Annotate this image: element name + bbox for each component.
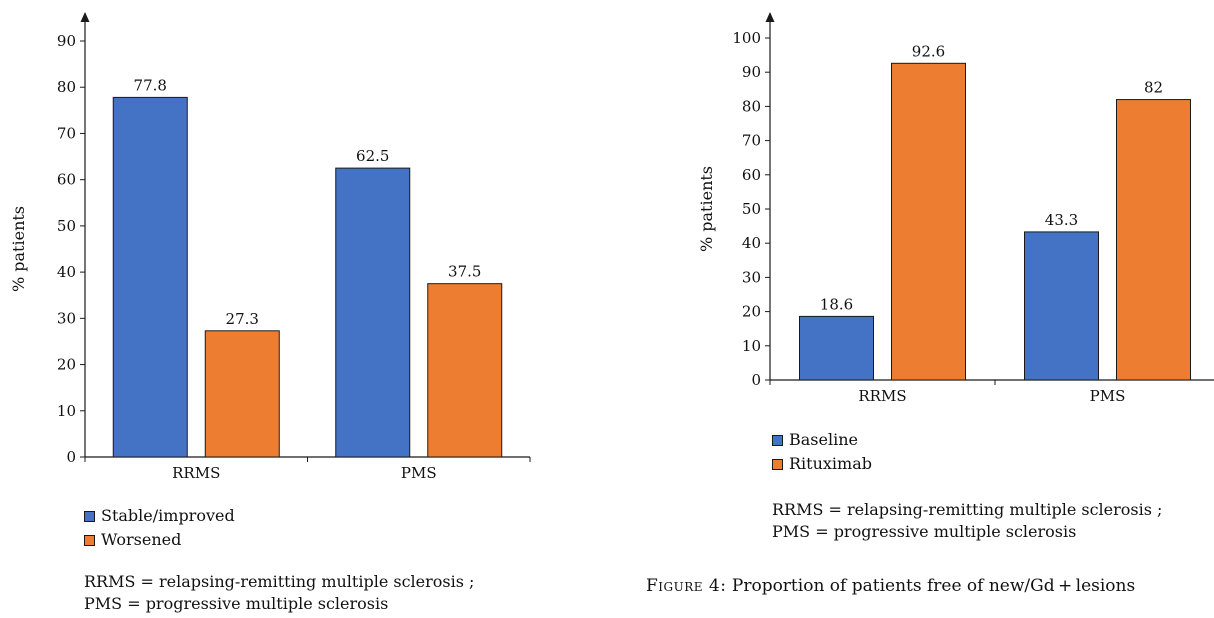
footnote-line: RRMS = relapsing-remitting multiple scle… — [772, 500, 1163, 519]
legend-swatch-orange — [84, 534, 95, 546]
y-tick-label: 10 — [742, 337, 761, 355]
data-label: 77.8 — [134, 76, 167, 94]
y-tick-label: 40 — [742, 234, 761, 252]
data-label: 82 — [1144, 79, 1163, 97]
data-label: 43.3 — [1045, 211, 1078, 229]
y-tick-label: 60 — [742, 166, 761, 184]
y-tick-label: 50 — [742, 200, 761, 218]
bar — [799, 315, 874, 381]
footnote-right: RRMS = relapsing-remitting multiple scle… — [772, 499, 1162, 543]
legend-right: Baseline Rituximab — [772, 428, 872, 476]
data-label: 18.6 — [820, 295, 853, 313]
y-tick-label: 10 — [57, 402, 76, 420]
figure-caption: Figure 4: Proportion of patients free of… — [646, 576, 1135, 596]
y-tick-label: 0 — [66, 448, 76, 466]
data-label: 37.5 — [448, 263, 481, 281]
y-tick-label: 80 — [57, 78, 76, 96]
bar-chart-left: 0 10 20 30 40 50 60 70 80 90 % patients RRMS 77.8 27.… — [9, 12, 531, 482]
y-axis-arrow — [80, 12, 90, 22]
y-tick-label: 20 — [57, 356, 76, 374]
legend-item-worsened: Worsened — [84, 528, 235, 552]
y-tick-label: 100 — [732, 29, 761, 47]
y-axis-arrow — [765, 12, 775, 22]
y-tick-label: 90 — [742, 63, 761, 81]
x-tick-label: RRMS — [172, 464, 220, 480]
legend-swatch-blue — [84, 510, 95, 522]
chart-panel-right: 0 10 20 30 40 50 60 70 80 90 100 % patients RRMS 18.6… — [646, 0, 1214, 618]
legend-item-stable: Stable/improved — [84, 504, 235, 528]
legend-item-rituximab: Rituximab — [772, 452, 872, 476]
caption-text: Proportion of patients free of new/Gd + … — [731, 576, 1136, 596]
legend-left: Stable/improved Worsened — [84, 504, 235, 552]
data-label: 92.6 — [912, 42, 945, 60]
x-tick-label: PMS — [401, 464, 437, 480]
y-tick-label: 50 — [57, 217, 76, 235]
data-label: 27.3 — [226, 310, 259, 328]
chart-panel-left: 0 10 20 30 40 50 60 70 80 90 % patients RRMS 77.8 27.… — [0, 0, 590, 618]
bar — [112, 96, 188, 458]
y-tick-label: 80 — [742, 97, 761, 115]
data-label: 62.5 — [356, 147, 389, 165]
footnote-line: PMS = progressive multiple sclerosis — [84, 594, 389, 613]
bar — [335, 167, 411, 458]
bar — [204, 330, 280, 458]
y-tick-label: 70 — [742, 132, 761, 150]
y-tick-label: 30 — [742, 268, 761, 286]
footnote-line: PMS = progressive multiple sclerosis — [772, 522, 1077, 541]
bar — [891, 62, 966, 381]
footnote-line: RRMS = relapsing-remitting multiple scle… — [84, 572, 475, 591]
caption-label: Figure 4: — [646, 576, 727, 596]
footnote-left: RRMS = relapsing-remitting multiple scle… — [84, 571, 474, 615]
x-tick-label: PMS — [1090, 387, 1126, 405]
y-axis-label: % patients — [9, 206, 28, 292]
x-tick-label: RRMS — [858, 387, 906, 405]
y-tick-label: 70 — [57, 124, 76, 142]
y-tick-label: 20 — [742, 303, 761, 321]
legend-swatch-blue — [772, 434, 783, 446]
legend-item-baseline: Baseline — [772, 428, 872, 452]
y-tick-label: 0 — [751, 371, 761, 389]
bar — [427, 283, 503, 458]
legend-label: Stable/improved — [101, 506, 235, 525]
y-tick-label: 60 — [57, 171, 76, 189]
bar-chart-right: 0 10 20 30 40 50 60 70 80 90 100 % patients RRMS 18.6… — [697, 12, 1214, 405]
y-tick-label: 30 — [57, 309, 76, 327]
legend-swatch-orange — [772, 458, 783, 470]
bar — [1024, 231, 1099, 381]
legend-label: Rituximab — [789, 454, 872, 473]
bar — [1116, 99, 1191, 381]
y-axis-label: % patients — [697, 166, 716, 252]
legend-label: Baseline — [789, 430, 858, 449]
y-tick-label: 90 — [57, 32, 76, 50]
legend-label: Worsened — [101, 530, 182, 549]
y-tick-label: 40 — [57, 263, 76, 281]
